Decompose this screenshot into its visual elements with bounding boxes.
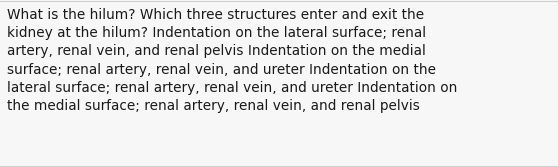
Text: What is the hilum? Which three structures enter and exit the
kidney at the hilum: What is the hilum? Which three structure… <box>7 8 458 113</box>
